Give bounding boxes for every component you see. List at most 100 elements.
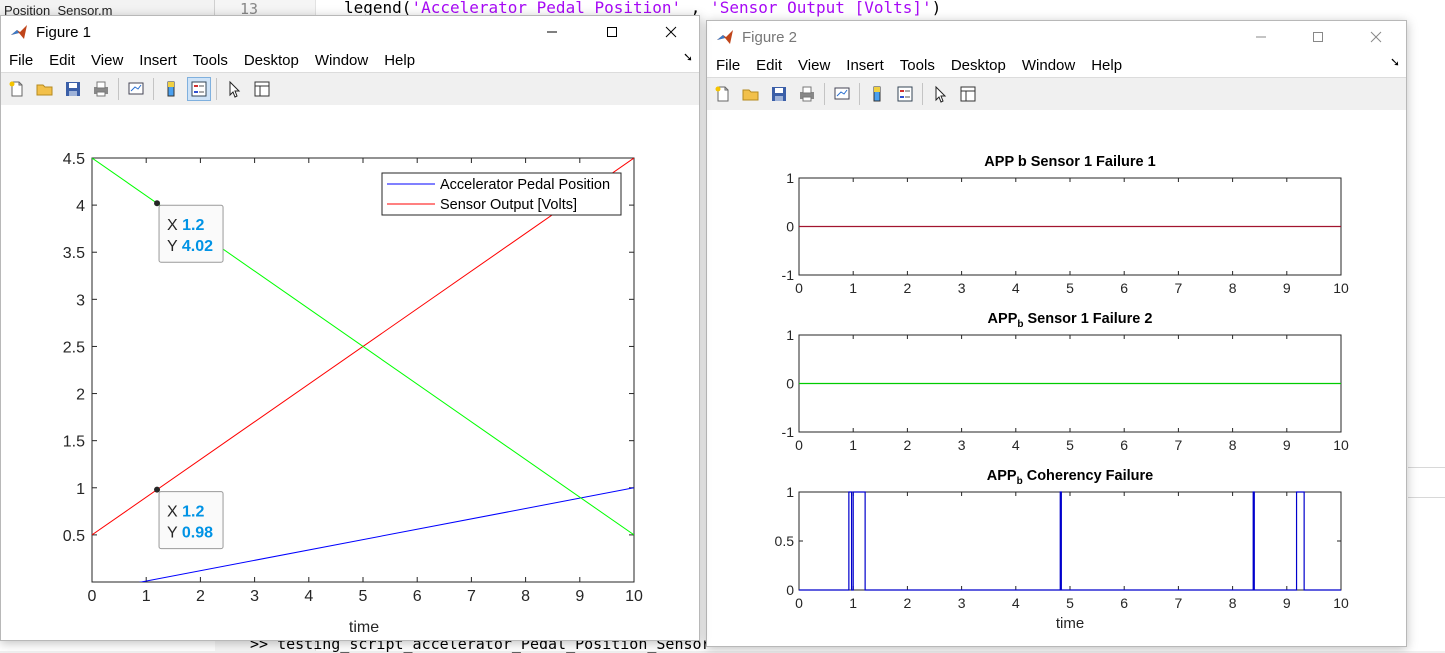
- close-button[interactable]: [648, 16, 694, 48]
- close-button[interactable]: [1353, 21, 1399, 53]
- open-file-button[interactable]: [739, 82, 763, 106]
- menu-insert[interactable]: Insert: [139, 51, 177, 69]
- minimize-icon: [547, 31, 557, 33]
- colorbar-button[interactable]: [865, 82, 889, 106]
- figure2-plot-area[interactable]: APP b Sensor 1 Failure 10 1 2 3 4 5 6 7 8 9 10-101…: [707, 110, 1407, 647]
- side-divider: [1408, 497, 1445, 498]
- figure2-title: Figure 2: [742, 28, 798, 46]
- print-button[interactable]: [89, 77, 113, 101]
- save-button[interactable]: [61, 77, 85, 101]
- figure2-titlebar[interactable]: Figure 2: [707, 21, 1406, 53]
- x-tick-label: 10: [1333, 280, 1349, 296]
- datatip-y-label: Y: [167, 525, 182, 542]
- legend-entry: Accelerator Pedal Position: [440, 177, 610, 193]
- new-figure-button[interactable]: [5, 77, 29, 101]
- link-plot-button[interactable]: [124, 77, 148, 101]
- x-tick-label: 5: [359, 588, 368, 605]
- minimize-button[interactable]: [1238, 21, 1284, 53]
- minimize-icon: [1256, 36, 1266, 38]
- datatip-marker: [154, 486, 161, 493]
- minimize-button[interactable]: [529, 16, 575, 48]
- close-icon: [665, 26, 677, 38]
- menu-help[interactable]: Help: [384, 51, 416, 69]
- x-tick-label: 7: [1175, 437, 1183, 453]
- subplot-2: APPb Sensor 1 Failure 20 1 2 3 4 5 6 7 8 9 10-101: [782, 311, 1349, 453]
- matlab-logo-icon: [717, 30, 733, 44]
- subplot-title-main: APP: [988, 311, 1018, 327]
- figure1-canvas[interactable]: 0 1 2 3 4 5 6 7 8 9 10 0.5 1 1.5 2 2.5 3 3.5 4 4.5 time Accel…: [1, 105, 699, 640]
- toolbar-separator: [824, 83, 825, 105]
- figure1-titlebar[interactable]: Figure 1: [1, 16, 699, 48]
- colorbar-icon: [873, 86, 881, 102]
- datatip-y-label: Y: [167, 238, 182, 255]
- subplot-title: APPb Sensor 1 Failure 2: [988, 311, 1153, 330]
- datatip-y-value: 4.02: [182, 238, 213, 255]
- dock-arrow-icon[interactable]: ➘: [682, 50, 693, 64]
- datatip: X 1.2Y 0.98: [154, 486, 224, 550]
- editor-code-line[interactable]: legend('Accelerator Pedal Position' , 'S…: [344, 0, 941, 17]
- colorbar-button[interactable]: [159, 77, 183, 101]
- x-tick-label: 1: [849, 437, 857, 453]
- figure1-plot-area[interactable]: 0 1 2 3 4 5 6 7 8 9 10 0.5 1 1.5 2 2.5 3 3.5 4 4.5 time Accel…: [1, 105, 699, 640]
- property-inspector-button[interactable]: [956, 82, 980, 106]
- menu-view[interactable]: View: [91, 51, 124, 69]
- x-tick-label: 9: [575, 588, 584, 605]
- menu-file[interactable]: File: [9, 51, 34, 69]
- axes-box: [798, 491, 1342, 591]
- x-tick-label: 3: [958, 595, 966, 611]
- menu-tools[interactable]: Tools: [899, 56, 935, 74]
- menu-edit[interactable]: Edit: [756, 56, 783, 74]
- y-tick-label: 0: [786, 376, 794, 392]
- figure2-menubar: File Edit View Insert Tools Desktop Wind…: [707, 53, 1406, 77]
- subplot-title: APP b Sensor 1 Failure 1: [984, 154, 1155, 170]
- menu-file[interactable]: File: [716, 56, 741, 74]
- x-tick-label: 1: [849, 595, 857, 611]
- edit-plot-button[interactable]: [222, 77, 246, 101]
- property-inspector-button[interactable]: [250, 77, 274, 101]
- maximize-button[interactable]: [1295, 21, 1341, 53]
- new-file-icon: [9, 81, 23, 97]
- menu-help[interactable]: Help: [1091, 56, 1123, 74]
- open-folder-icon: [742, 89, 759, 101]
- x-tick-label: 2: [904, 595, 912, 611]
- matlab-logo-icon: [11, 25, 27, 39]
- menu-desktop[interactable]: Desktop: [950, 56, 1006, 74]
- print-icon: [94, 81, 108, 97]
- menu-desktop[interactable]: Desktop: [243, 51, 299, 69]
- maximize-icon: [1313, 32, 1323, 42]
- menu-insert[interactable]: Insert: [846, 56, 884, 74]
- open-file-button[interactable]: [33, 77, 57, 101]
- y-tick-label: 0.5: [775, 533, 795, 549]
- subplot-title-rest: Sensor 1 Failure 2: [1023, 311, 1152, 327]
- x-tick-label: 8: [521, 588, 530, 605]
- link-plot-button[interactable]: [830, 82, 854, 106]
- new-figure-button[interactable]: [711, 82, 735, 106]
- datatip-x-value: 1.2: [182, 217, 204, 234]
- pointer-icon: [229, 80, 241, 98]
- legend-button[interactable]: [893, 82, 917, 106]
- datatip-marker: [154, 200, 161, 207]
- menu-tools[interactable]: Tools: [192, 51, 228, 69]
- x-tick-label: 5: [1066, 280, 1074, 296]
- save-button[interactable]: [767, 82, 791, 106]
- menu-window[interactable]: Window: [1021, 56, 1076, 74]
- legend-button[interactable]: [187, 77, 211, 101]
- maximize-button[interactable]: [589, 16, 635, 48]
- y-tick-label: 1: [76, 481, 85, 498]
- figure2-canvas[interactable]: APP b Sensor 1 Failure 1 0 1 2 3 4 5 6 7 8 9 10 -1 0 1…: [707, 110, 1406, 646]
- y-tick-label: 1: [786, 327, 794, 343]
- maximize-icon: [607, 27, 617, 37]
- x-tick-label: 4: [1012, 280, 1020, 296]
- menu-edit[interactable]: Edit: [49, 51, 76, 69]
- menu-window[interactable]: Window: [314, 51, 369, 69]
- x-tick-label: 2: [196, 588, 205, 605]
- dock-arrow-icon[interactable]: ➘: [1389, 55, 1400, 69]
- subplot-title: APPb Coherency Failure: [987, 468, 1153, 487]
- y-tick-label: 0: [786, 582, 794, 598]
- edit-plot-button[interactable]: [928, 82, 952, 106]
- open-folder-icon: [36, 84, 53, 96]
- print-button[interactable]: [795, 82, 819, 106]
- legend-icon: [897, 86, 913, 102]
- x-tick-label: 5: [1066, 437, 1074, 453]
- menu-view[interactable]: View: [798, 56, 831, 74]
